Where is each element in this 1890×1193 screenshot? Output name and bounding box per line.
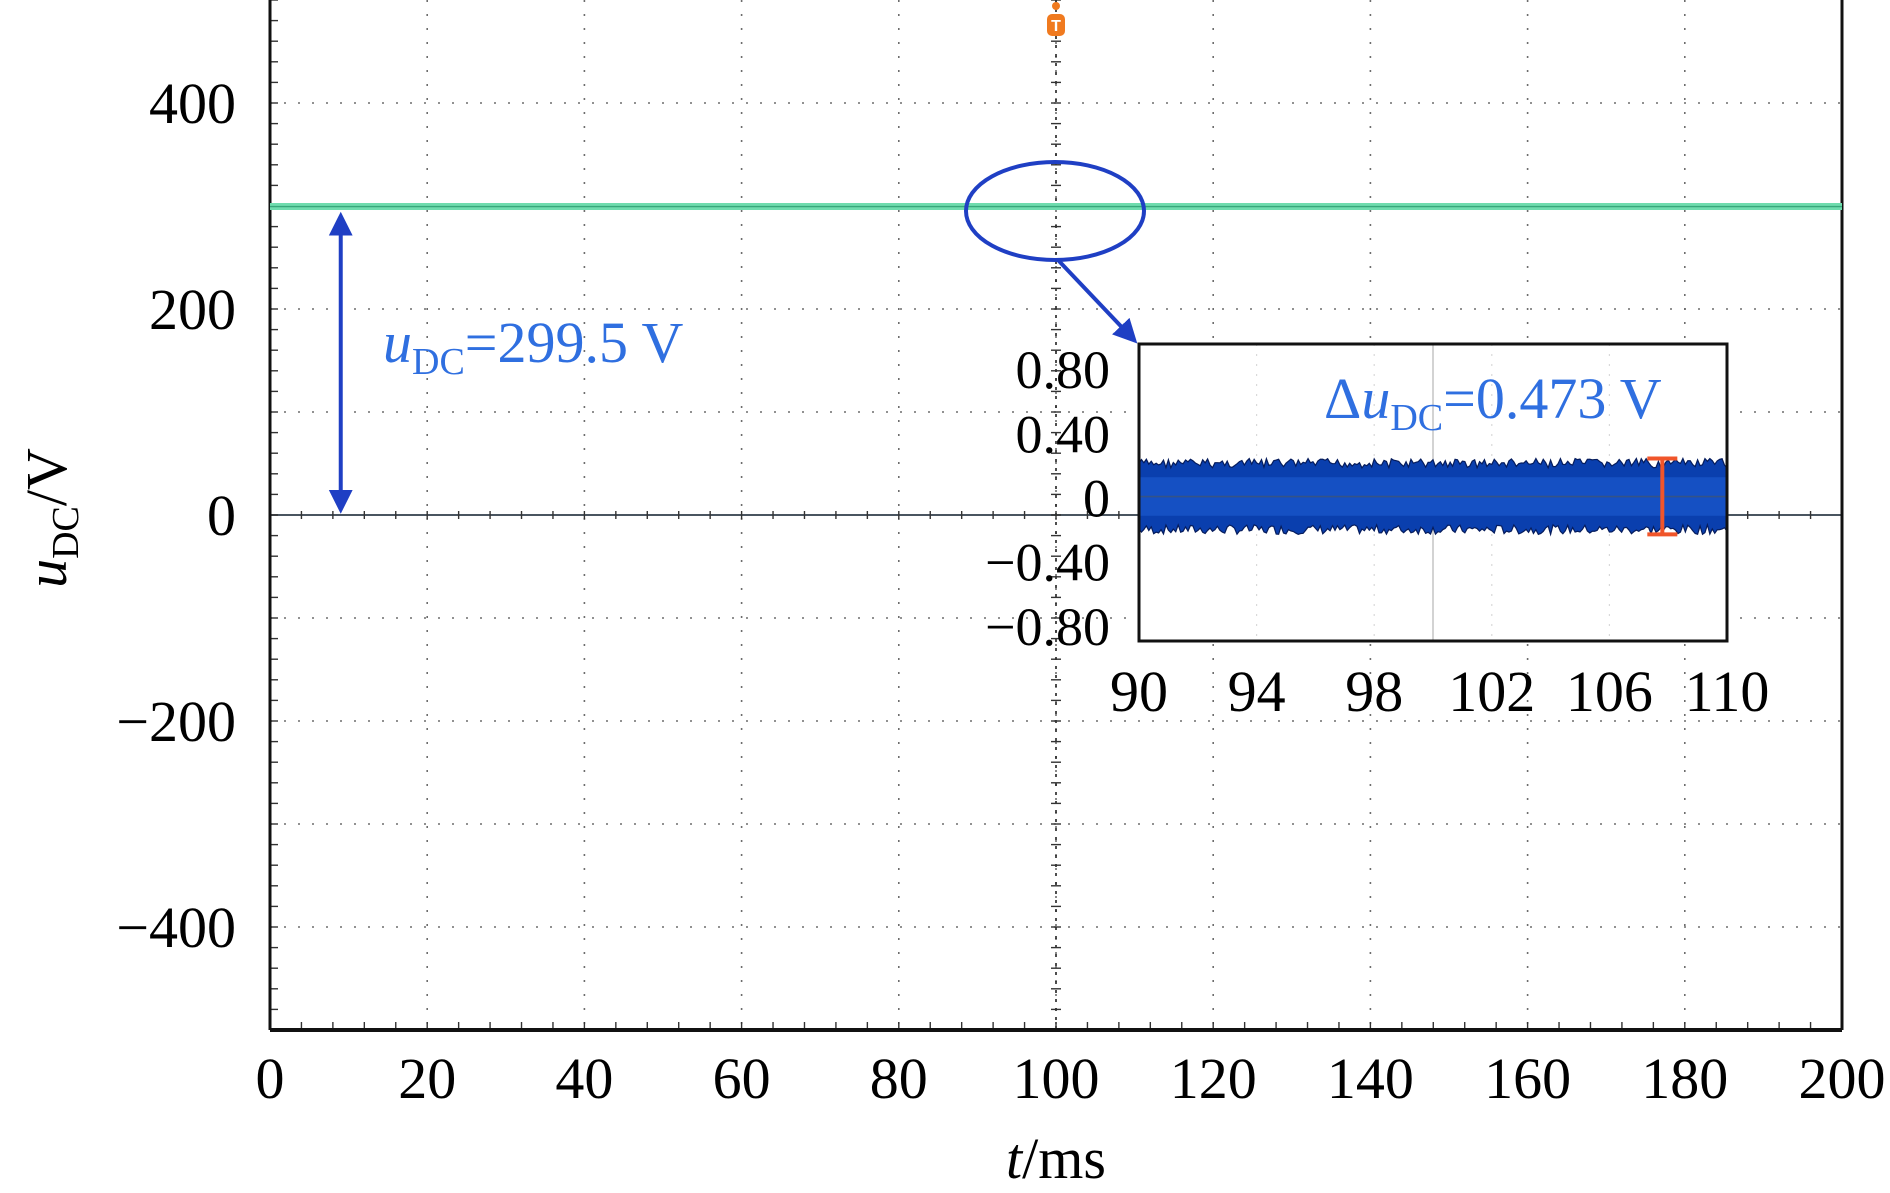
ripple-annotation: ΔuDC=0.473 V — [1324, 366, 1662, 439]
main-axis-labels: t/ms uDC/V — [14, 448, 1106, 1191]
main-tick-labels: 0 20 40 60 80 100 120 140 160 180 200 −400 −200 0 200 4… — [116, 71, 1885, 1111]
ripple-annotation-prefix: Δ — [1324, 366, 1361, 431]
x-tick-label: 40 — [555, 1046, 613, 1111]
zoom-ellipse — [964, 160, 1146, 262]
y-tick-label: 0 — [207, 483, 236, 548]
y-axis-variable: u — [14, 559, 79, 588]
level-annotation: uDC=299.5 V — [383, 310, 683, 383]
x-tick-label: 160 — [1484, 1046, 1571, 1111]
y-axis-subscript: DC — [45, 506, 87, 559]
level-annotation-subscript: DC — [412, 341, 465, 383]
inset-y-tick-label: 0 — [1083, 469, 1110, 529]
y-axis-label: uDC/V — [14, 448, 87, 588]
x-tick-label: 200 — [1799, 1046, 1886, 1111]
annotations: uDC=299.5 V — [328, 160, 1146, 514]
inset-y-tick-label: 0.40 — [1016, 404, 1111, 464]
main-series: T — [270, 2, 1842, 211]
main-axes — [268, 0, 1844, 1032]
x-axis-unit: /ms — [1022, 1126, 1106, 1191]
inset-x-tick-label: 102 — [1448, 659, 1535, 724]
x-axis-label: t/ms — [1006, 1126, 1106, 1191]
x-tick-label: 120 — [1170, 1046, 1257, 1111]
x-tick-label: 0 — [256, 1046, 285, 1111]
trigger-marker-label: T — [1051, 18, 1061, 35]
y-axis-unit: /V — [14, 448, 79, 506]
inset-x-tick-label: 106 — [1566, 659, 1653, 724]
inset-chart: 90 94 98 102 106 110 0.800.400−0.40−0.80 ΔuDC=0… — [985, 340, 1769, 724]
zoom-arrow — [1056, 258, 1138, 344]
ripple-annotation-subscript: DC — [1390, 397, 1443, 439]
y-tick-label: −200 — [116, 689, 236, 754]
ripple-annotation-variable: u — [1361, 366, 1390, 431]
x-axis-variable: t — [1006, 1126, 1024, 1191]
x-tick-label: 140 — [1327, 1046, 1414, 1111]
x-tick-label: 100 — [1013, 1046, 1100, 1111]
inset-x-tick-label: 98 — [1345, 659, 1403, 724]
level-annotation-variable: u — [383, 310, 412, 375]
ripple-annotation-value: =0.473 V — [1443, 366, 1662, 431]
x-tick-label: 180 — [1641, 1046, 1728, 1111]
trigger-marker-dot — [1052, 2, 1060, 10]
inset-x-tick-label: 90 — [1110, 659, 1168, 724]
inset-y-tick-label: −0.40 — [985, 533, 1110, 593]
level-annotation-value: =299.5 V — [465, 310, 684, 375]
y-tick-label: 200 — [149, 277, 236, 342]
x-tick-label: 60 — [713, 1046, 771, 1111]
y-tick-label: −400 — [116, 895, 236, 960]
y-tick-label: 400 — [149, 71, 236, 136]
inset-frame — [1137, 342, 1729, 643]
inset-x-tick-label: 110 — [1685, 659, 1770, 724]
x-tick-label: 20 — [398, 1046, 456, 1111]
inset-y-tick-label: 0.80 — [1016, 340, 1111, 400]
trigger-marker — [1047, 14, 1065, 36]
inset-x-tick-label: 94 — [1228, 659, 1286, 724]
x-tick-label: 80 — [870, 1046, 928, 1111]
inset-y-tick-label: −0.80 — [985, 597, 1110, 657]
